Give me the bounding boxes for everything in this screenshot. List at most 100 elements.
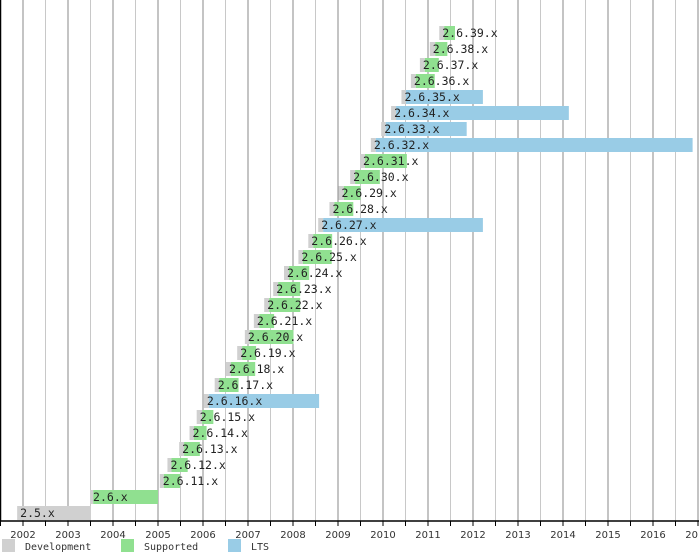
legend-swatch <box>121 539 134 552</box>
version-bar-2-6-16-x: 2.6.16.x <box>203 394 320 408</box>
version-bar-2-6-12-x: 2.6.12.x <box>167 458 226 472</box>
supported-segment <box>202 410 214 424</box>
version-label: 2.6.22.x <box>267 298 322 312</box>
version-bar-2-6-19-x: 2.6.19.x <box>237 346 296 360</box>
legend: Development Supported LTS <box>2 539 269 552</box>
legend-item-lts: LTS <box>228 539 269 552</box>
development-segment <box>17 506 91 520</box>
version-label: 2.6.15.x <box>200 410 255 424</box>
supported-segment <box>184 442 200 456</box>
version-bar-2-6-39-x: 2.6.39.x <box>439 26 498 40</box>
development-segment <box>196 410 203 424</box>
development-segment <box>264 298 270 312</box>
version-label: 2.6.25.x <box>301 250 356 264</box>
lts-segment <box>208 394 320 408</box>
version-label: 2.6.19.x <box>240 346 295 360</box>
version-bar-2-6-27-x: 2.6.27.x <box>318 218 483 232</box>
supported-segment <box>230 362 256 376</box>
version-label: 2.6.29.x <box>341 186 396 200</box>
version-bar-2-6-30-x: 2.6.30.x <box>350 170 409 184</box>
development-segment <box>329 202 335 216</box>
version-bar-2-6-36-x: 2.6.36.x <box>410 74 469 88</box>
grid-lines <box>0 0 699 521</box>
development-segment <box>244 330 250 344</box>
legend-swatch <box>228 539 241 552</box>
version-bar-2-6-14-x: 2.6.14.x <box>189 426 248 440</box>
development-segment <box>381 122 386 136</box>
development-segment <box>439 26 445 40</box>
version-label: 2.6.12.x <box>170 458 225 472</box>
supported-segment <box>93 490 158 504</box>
x-tick-label: 2004 <box>100 530 125 541</box>
version-bar-2-6-24-x: 2.6.24.x <box>284 266 342 280</box>
supported-segment <box>288 266 310 280</box>
version-label: 2.6.32.x <box>374 138 429 152</box>
version-label: 2.6.16.x <box>207 394 262 408</box>
version-bar-2-6-15-x: 2.6.15.x <box>196 410 255 424</box>
supported-segment <box>269 298 301 312</box>
development-segment <box>350 170 356 184</box>
x-tick-label: 2013 <box>505 530 530 541</box>
version-label: 2.6.18.x <box>229 362 284 376</box>
development-segment <box>338 186 344 200</box>
version-bar-2-6-28-x: 2.6.28.x <box>329 202 388 216</box>
development-segment <box>308 234 314 248</box>
version-label: 2.6.39.x <box>442 26 497 40</box>
version-bar-2-6-32-x: 2.6.32.x <box>370 138 693 152</box>
version-label: 2.6.37.x <box>423 58 478 72</box>
version-label: 2.6.35.x <box>404 90 459 104</box>
legend-swatch <box>2 539 15 552</box>
development-segment <box>401 90 406 104</box>
version-bars: 2.5.x 2.6.x 2.6.11.x 2.6.12.x 2.6.13.x 2.6.14… <box>17 26 693 520</box>
supported-segment <box>163 474 181 488</box>
x-tick-label: 2010 <box>370 530 395 541</box>
development-segment <box>273 282 279 296</box>
x-tick-label: 2011 <box>415 530 440 541</box>
supported-segment <box>242 346 257 360</box>
version-bar-2-6-35-x: 2.6.35.x <box>401 90 483 104</box>
supported-segment <box>313 234 333 248</box>
version-label: 2.6.27.x <box>321 218 376 232</box>
x-tick-label: 2002 <box>10 530 35 541</box>
supported-segment <box>171 458 188 472</box>
x-tick-label: 2008 <box>280 530 305 541</box>
version-bar-2-6-20-x: 2.6.20.x <box>244 330 303 344</box>
supported-segment <box>259 314 275 328</box>
supported-segment <box>219 378 239 392</box>
version-label: 2.6.20.x <box>248 330 303 344</box>
version-bar-2-6-18-x: 2.6.18.x <box>225 362 284 376</box>
development-segment <box>214 378 220 392</box>
development-segment <box>391 106 397 120</box>
x-tick-label: 2014 <box>550 530 575 541</box>
supported-segment <box>194 426 207 440</box>
development-segment <box>189 426 194 440</box>
version-label: 2.6.36.x <box>414 74 469 88</box>
legend-item-development: Development <box>2 539 91 552</box>
development-segment <box>253 314 260 328</box>
legend-label: Development <box>25 542 91 552</box>
version-bar-2-6-x: 2.6.x <box>90 490 158 504</box>
x-tick-label: 2007 <box>235 530 260 541</box>
x-tick-label: 2003 <box>55 530 80 541</box>
version-label: 2.6.x <box>93 490 128 504</box>
version-label: 2.6.11.x <box>163 474 218 488</box>
lts-segment <box>405 90 483 104</box>
legend-item-supported: Supported <box>121 539 198 552</box>
supported-segment <box>302 250 332 264</box>
legend-label: LTS <box>251 542 269 552</box>
version-bar-2-6-11-x: 2.6.11.x <box>159 474 218 488</box>
development-segment <box>203 394 209 408</box>
version-label: 2.6.21.x <box>257 314 312 328</box>
supported-segment <box>343 186 361 200</box>
supported-segment <box>435 42 448 56</box>
lts-segment <box>385 122 467 136</box>
legend-label: Supported <box>144 542 198 552</box>
version-bar-2-6-29-x: 2.6.29.x <box>338 186 397 200</box>
version-bar-2-6-25-x: 2.6.25.x <box>298 250 357 264</box>
x-tick-label: 2017 <box>685 530 699 541</box>
development-segment <box>167 458 172 472</box>
x-tick-label: 2012 <box>460 530 485 541</box>
version-label: 2.6.24.x <box>287 266 342 280</box>
